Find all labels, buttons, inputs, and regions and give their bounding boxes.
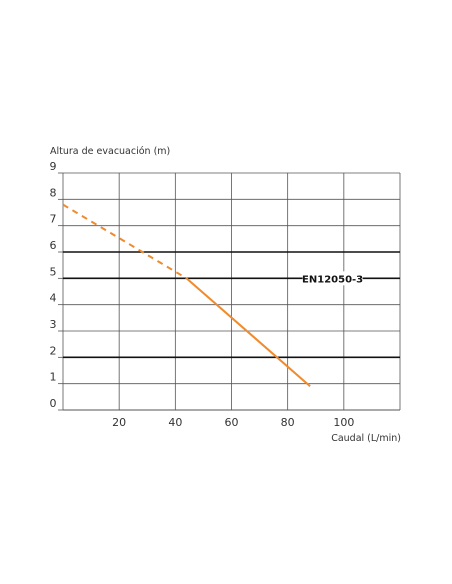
annotations: EN12050-3 xyxy=(302,271,363,286)
y-tick-label: 1 xyxy=(50,371,57,384)
y-tick-label: 5 xyxy=(50,265,57,278)
y-tick-label: 0 xyxy=(50,397,57,410)
x-tick-label: 40 xyxy=(168,416,182,429)
annotation-background xyxy=(302,271,363,286)
x-tick-label: 60 xyxy=(225,416,239,429)
y-tick-label: 8 xyxy=(50,186,57,199)
y-tick-label: 7 xyxy=(50,213,57,226)
x-tick-label: 80 xyxy=(281,416,295,429)
grid xyxy=(58,172,401,411)
x-tick-labels: 20 40 60 80 100 xyxy=(112,416,354,429)
y-tick-labels: 0 1 2 3 4 5 6 7 8 9 xyxy=(50,160,57,410)
x-tick-label: 100 xyxy=(333,416,354,429)
y-tick-label: 3 xyxy=(50,318,57,331)
series-lines xyxy=(62,203,311,388)
series-line-dashed xyxy=(62,203,188,280)
y-tick-label: 2 xyxy=(50,344,57,357)
annotation-label: EN12050-3 xyxy=(302,274,363,285)
y-axis-title: Altura de evacuación (m) xyxy=(50,146,170,157)
y-tick-label: 4 xyxy=(50,292,57,305)
y-tick-label: 6 xyxy=(50,239,57,252)
x-tick-label: 20 xyxy=(112,416,126,429)
series-line-solid xyxy=(185,277,311,388)
y-tick-label: 9 xyxy=(50,160,57,173)
x-axis-title: Caudal (L/min) xyxy=(331,433,401,444)
